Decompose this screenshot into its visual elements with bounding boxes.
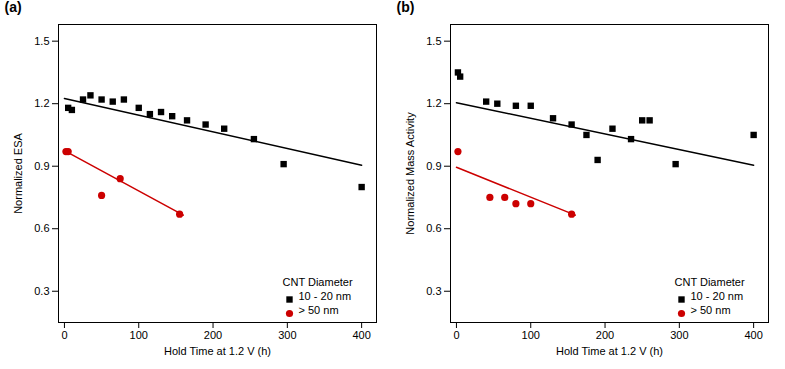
svg-text:100: 100 (522, 329, 540, 341)
svg-text:1.5: 1.5 (34, 35, 49, 47)
svg-text:0.9: 0.9 (34, 160, 49, 172)
svg-text:10 - 20 nm: 10 - 20 nm (691, 290, 744, 302)
svg-text:CNT Diameter: CNT Diameter (675, 276, 745, 288)
svg-text:(a): (a) (5, 0, 22, 15)
svg-text:0.6: 0.6 (426, 222, 441, 234)
svg-text:Hold Time at 1.2 V (h): Hold Time at 1.2 V (h) (556, 345, 663, 357)
svg-text:> 50 nm: > 50 nm (299, 304, 339, 316)
svg-text:1.2: 1.2 (34, 97, 49, 109)
svg-text:1.2: 1.2 (426, 97, 441, 109)
svg-text:0.3: 0.3 (426, 285, 441, 297)
svg-text:1.5: 1.5 (426, 35, 441, 47)
svg-text:Normalized Mass Activity: Normalized Mass Activity (404, 112, 416, 235)
svg-text:0.9: 0.9 (426, 160, 441, 172)
svg-text:0.3: 0.3 (34, 285, 49, 297)
svg-text:CNT Diameter: CNT Diameter (283, 276, 353, 288)
svg-text:Normalized ESA: Normalized ESA (12, 132, 24, 213)
svg-text:400: 400 (352, 329, 370, 341)
svg-text:400: 400 (744, 329, 762, 341)
svg-text:200: 200 (204, 329, 222, 341)
svg-text:Hold Time at 1.2 V (h): Hold Time at 1.2 V (h) (164, 345, 271, 357)
svg-text:100: 100 (130, 329, 148, 341)
svg-text:300: 300 (670, 329, 688, 341)
svg-text:> 50 nm: > 50 nm (691, 304, 731, 316)
svg-text:200: 200 (596, 329, 614, 341)
svg-text:300: 300 (278, 329, 296, 341)
svg-text:0.6: 0.6 (34, 222, 49, 234)
svg-text:0: 0 (453, 329, 459, 341)
svg-text:10 - 20 nm: 10 - 20 nm (299, 290, 352, 302)
svg-text:0: 0 (61, 329, 67, 341)
svg-text:(b): (b) (397, 0, 415, 15)
